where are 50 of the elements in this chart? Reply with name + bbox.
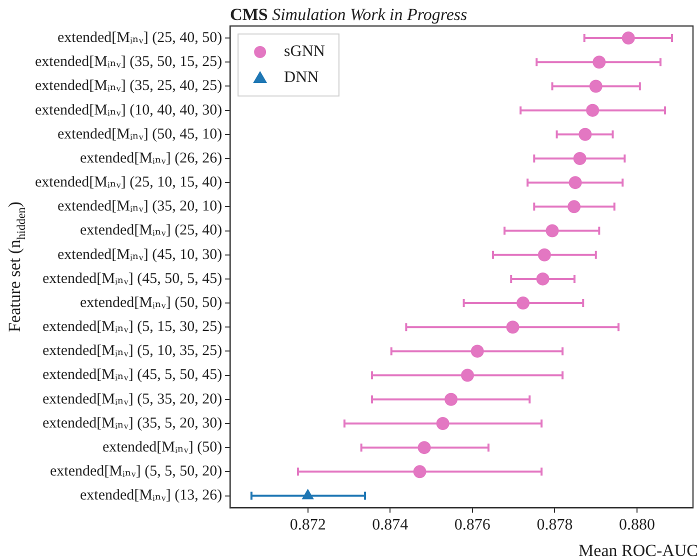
y-tick-label: extended[Mᵢₙᵥ] (25, 40) [80,222,222,239]
y-tick-label: extended[Mᵢₙᵥ] (25, 40, 50) [58,30,222,46]
y-axis-title: Feature set (nhidden) [5,202,28,332]
point [586,104,600,117]
point [470,344,484,358]
y-tick-label: extended[Mᵢₙᵥ] (26, 26) [80,150,222,166]
point [418,441,431,454]
y-tick-label: extended[Mᵢₙᵥ] (45, 50, 5, 45) [42,270,222,287]
y-tick-label: extended[Mᵢₙᵥ] (13, 26) [80,488,222,504]
y-tick-label: extended[Mᵢₙᵥ] (45, 5, 50, 45) [42,367,222,384]
legend-label: sGNN [284,43,326,60]
point [413,465,426,478]
y-tick-label: extended[Mᵢₙᵥ] (50, 50) [80,294,222,311]
y-tick-label: extended[Mᵢₙᵥ] (50, 45, 10) [58,126,222,142]
y-tick-label: extended[Mᵢₙᵥ] (5, 10, 35, 25) [42,343,222,360]
point [568,200,581,214]
y-tick-label: extended[Mᵢₙᵥ] (5, 35, 20, 20) [42,391,222,408]
y-tick-label: extended[Mᵢₙᵥ] (45, 10, 30) [58,246,222,263]
x-tick-label: 0.872 [290,516,326,534]
point [578,128,592,141]
x-tick-label: 0.880 [619,516,656,534]
point [622,32,635,45]
y-tick-label: extended[Mᵢₙᵥ] (35, 50, 15, 25) [35,54,222,70]
y-tick-label: extended[Mᵢₙᵥ] (10, 40, 40, 30) [35,102,222,118]
y-tick-label: extended[Mᵢₙᵥ] (35, 25, 40, 25) [35,78,222,94]
chart-title: CMS Simulation Work in Progress [230,5,468,24]
point [460,368,474,382]
legend-label: DNN [284,69,320,86]
x-axis-title: Mean ROC-AUC [578,541,698,560]
point [568,176,582,190]
point [436,416,450,430]
x-tick-label: 0.876 [454,516,490,534]
y-tick-label: extended[Mᵢₙᵥ] (25, 10, 15, 40) [35,174,222,191]
point [546,224,559,238]
x-tick-label: 0.874 [372,516,408,534]
point [573,152,586,165]
point [506,320,520,334]
y-tick-label: extended[Mᵢₙᵥ] (35, 5, 20, 30) [42,415,222,432]
y-tick-label: extended[Mᵢₙᵥ] (50) [102,440,222,456]
y-tick-label: extended[Mᵢₙᵥ] (5, 15, 30, 25) [42,319,222,336]
point [302,489,314,500]
y-tick-label: extended[Mᵢₙᵥ] (5, 5, 50, 20) [50,464,222,480]
x-tick-label: 0.878 [536,516,573,534]
point [444,392,458,406]
point [592,56,606,69]
point [516,296,530,310]
y-tick-label: extended[Mᵢₙᵥ] (35, 20, 10) [58,198,222,215]
point [536,272,550,286]
point [538,248,551,262]
point [589,80,602,93]
